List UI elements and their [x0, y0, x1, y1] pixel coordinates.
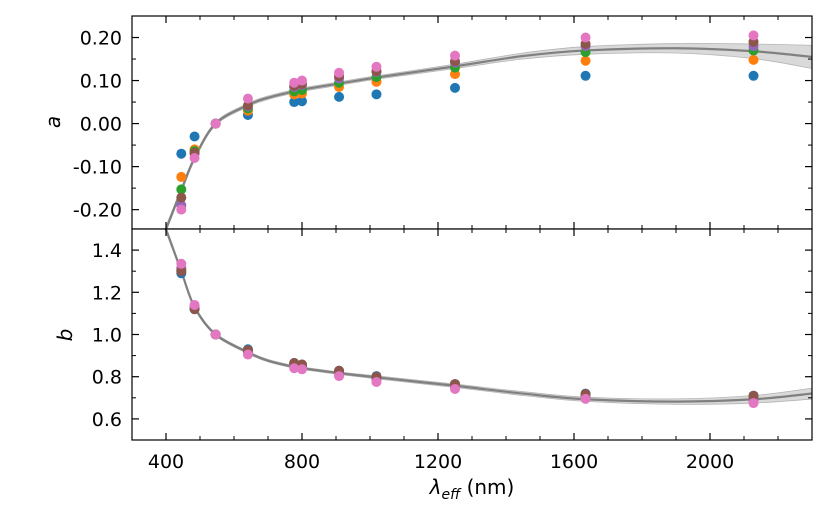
panel-a: -0.20 -0.10 0.00 0.10 0.20 a [41, 15, 813, 230]
panel-b-background [132, 229, 812, 440]
panel-a-point [297, 75, 307, 86]
panel-a-band-area [165, 42, 812, 229]
panel-a-ylabel: a [41, 116, 65, 128]
x-axis-label-symbol: λ [429, 475, 442, 499]
panel-a-data-points [176, 30, 759, 215]
panel-b-point [450, 383, 460, 394]
x-axis-label: λeff (nm) [429, 475, 515, 503]
panel-a-confidence-band [165, 42, 812, 229]
panel-a-point [371, 89, 382, 100]
panel-b-ytick-label: 0.8 [92, 367, 122, 389]
panel-b-ytick-label: 1.0 [92, 325, 122, 347]
panel-a-ytick-label: -0.10 [73, 157, 122, 179]
panel-a-point [297, 96, 307, 107]
panel-b-point [334, 371, 345, 382]
x-tick-label: 1600 [550, 451, 598, 473]
panel-b-ytick-label: 1.2 [92, 282, 122, 304]
x-axis-label-unit: (nm) [460, 475, 514, 499]
panel-a-point [176, 184, 187, 195]
panel-b-point [176, 266, 187, 277]
x-tick-label: 800 [284, 451, 320, 473]
panel-a-point [580, 70, 591, 81]
panel-b-curve-line [164, 229, 812, 403]
panel-b-fit-curve [164, 229, 812, 403]
x-axis-label-subscript: eff [442, 487, 463, 503]
panel-a-point [580, 32, 591, 43]
panel-a-point [371, 61, 382, 72]
panel-a-point [242, 93, 253, 104]
panel-a-ytick-label: 0.00 [80, 114, 122, 136]
panel-b-ylabel: b [53, 329, 77, 342]
panel-b-point [242, 349, 253, 360]
panel-a-ticks: -0.20 -0.10 0.00 0.10 0.20 [73, 15, 813, 229]
panel-a-point [176, 148, 187, 159]
x-tick-label: 1200 [414, 451, 462, 473]
panel-b: 0.6 0.8 1.0 1.2 1.4 b [53, 228, 813, 441]
x-tick-label: 2000 [686, 451, 734, 473]
panel-b-data-points [176, 258, 759, 409]
panel-b-ytick-label: 1.4 [92, 240, 122, 262]
panel-a-point [189, 131, 200, 142]
panel-a-point [210, 118, 221, 129]
panel-a-ytick-label: 0.20 [80, 28, 122, 50]
panel-a-point [176, 204, 187, 215]
panel-b-point [371, 376, 382, 387]
panel-b-point [289, 363, 300, 374]
x-tick-label: 400 [148, 451, 184, 473]
panel-a-point [450, 82, 460, 93]
panel-a-ytick-label: -0.20 [73, 200, 122, 222]
panel-b-ytick-label: 0.6 [92, 409, 122, 431]
panel-a-point [334, 67, 345, 78]
panel-a-point [748, 54, 759, 65]
x-axis-ticks: 400 800 1200 1600 2000 [148, 451, 734, 473]
panel-b-frame [131, 228, 813, 441]
panel-a-point [748, 30, 759, 41]
panel-a-point [289, 77, 300, 88]
panel-a-point [176, 192, 187, 203]
panel-b-point [748, 390, 759, 401]
panel-a-point [242, 100, 253, 111]
panel-a-point [580, 55, 591, 66]
panel-a-point [176, 171, 187, 182]
panel-a-point [289, 97, 300, 108]
panel-b-point [748, 398, 759, 409]
panel-b-point [189, 299, 200, 310]
panel-b-ticks: 0.6 0.8 1.0 1.2 1.4 [92, 229, 813, 440]
panel-b-point [580, 393, 591, 404]
panel-a-curve-line [164, 47, 812, 229]
panel-b-point [297, 364, 307, 375]
panel-b-point [210, 329, 221, 340]
panel-a-point [334, 91, 345, 102]
panel-a-fit-curve [164, 47, 812, 229]
panel-a-point [748, 70, 759, 81]
panel-a-point [189, 153, 200, 163]
panel-a-ytick-label: 0.10 [80, 71, 122, 93]
panel-b-point [176, 258, 187, 269]
panel-a-point [450, 50, 460, 61]
